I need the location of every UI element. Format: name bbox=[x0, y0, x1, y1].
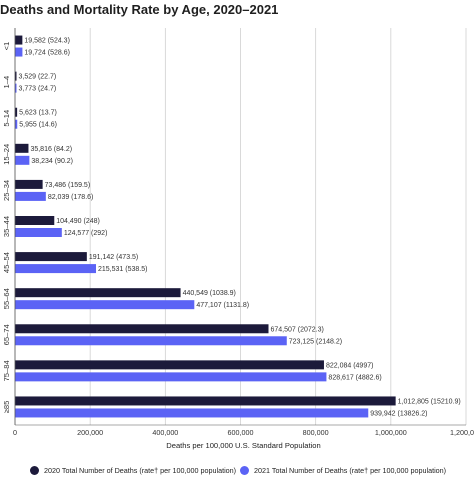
bar-data-label: 38,234 (90.2) bbox=[31, 158, 73, 165]
bar-data-label: 104,490 (248) bbox=[56, 218, 100, 225]
bar-2021 bbox=[15, 264, 97, 274]
bar-data-label: 674,507 (2072.3) bbox=[271, 326, 324, 333]
bar-data-label: 1,012,805 (15210.9) bbox=[398, 398, 461, 405]
bar-2021 bbox=[15, 47, 23, 57]
bar-data-label: 477,107 (1131.8) bbox=[196, 302, 249, 309]
category-label: 15–24 bbox=[2, 144, 11, 165]
bar-2020 bbox=[15, 252, 87, 262]
bar-2020 bbox=[15, 216, 55, 225]
legend-label-2020: 2020 Total Number of Deaths (rate† per 1… bbox=[44, 466, 237, 475]
bar-2021 bbox=[15, 408, 369, 418]
category-label: 45–54 bbox=[2, 252, 11, 273]
bar-2020 bbox=[15, 71, 17, 81]
bar-data-label: 124,577 (292) bbox=[64, 230, 108, 237]
chart-title: Deaths and Mortality Rate by Age, 2020–2… bbox=[0, 2, 279, 17]
x-tick-label: 0 bbox=[13, 428, 17, 437]
bar-2021 bbox=[15, 83, 17, 93]
legend-item-2020: 2020 Total Number of Deaths (rate† per 1… bbox=[30, 466, 236, 475]
bar-2021 bbox=[15, 119, 18, 129]
category-label: 35–44 bbox=[2, 216, 11, 237]
bar-data-label: 35,816 (84.2) bbox=[30, 146, 72, 153]
legend-item-2021: 2021 Total Number of Deaths (rate† per 1… bbox=[240, 466, 446, 475]
x-axis-title: Deaths per 100,000 U.S. Standard Populat… bbox=[166, 441, 321, 450]
bar-2021 bbox=[15, 300, 195, 310]
bar-data-label: 19,724 (528.6) bbox=[24, 50, 70, 57]
bar-2020 bbox=[15, 288, 181, 298]
bar-2020 bbox=[15, 179, 43, 189]
x-tick-label: 800,000 bbox=[303, 428, 329, 437]
bar-2021 bbox=[15, 336, 287, 346]
bar-data-label: 440,549 (1038.9) bbox=[183, 290, 236, 297]
bar-2020 bbox=[15, 143, 29, 153]
legend-swatch-2021 bbox=[240, 466, 249, 475]
bar-data-label: 191,142 (473.5) bbox=[89, 254, 138, 261]
category-label: 25–34 bbox=[2, 180, 11, 201]
bar-data-label: 3,529 (22.7) bbox=[19, 74, 57, 81]
bar-data-label: 828,617 (4882.6) bbox=[328, 374, 381, 381]
category-label: 55–64 bbox=[2, 288, 11, 309]
bar-2021 bbox=[15, 228, 62, 237]
bar-data-label: 939,942 (13826.2) bbox=[370, 410, 427, 417]
bar-data-label: 19,582 (524.3) bbox=[24, 38, 70, 45]
x-tick-label: 1,200,000 bbox=[450, 428, 474, 437]
bar-2020 bbox=[15, 396, 396, 406]
x-tick-label: 400,000 bbox=[152, 428, 178, 437]
chart-legend: 2020 Total Number of Deaths (rate† per 1… bbox=[0, 466, 474, 482]
bar-data-label: 73,486 (159.5) bbox=[45, 182, 91, 189]
bar-data-label: 3,773 (24.7) bbox=[19, 86, 57, 93]
x-tick-label: 600,000 bbox=[228, 428, 254, 437]
bar-2020 bbox=[15, 107, 18, 117]
bar-data-label: 5,955 (14.6) bbox=[19, 122, 57, 129]
bar-chart: 0 200,000 400,000 600,000 800,000 1,000,000 1,… bbox=[2, 28, 474, 450]
bar-2021 bbox=[15, 191, 46, 201]
bar-2020 bbox=[15, 360, 324, 370]
x-tick-label: 200,000 bbox=[77, 428, 103, 437]
category-label: <1 bbox=[2, 42, 11, 51]
bar-data-label: 822,084 (4997) bbox=[326, 362, 373, 369]
bar-2021 bbox=[15, 372, 327, 382]
category-label: 75–84 bbox=[2, 360, 11, 381]
bar-2021 bbox=[15, 155, 30, 165]
bar-data-label: 5,623 (13.7) bbox=[19, 110, 57, 117]
x-tick-label: 1,000,000 bbox=[375, 428, 407, 437]
category-label: 5–14 bbox=[2, 110, 11, 127]
category-label: 65–74 bbox=[2, 324, 11, 345]
bar-data-label: 82,039 (178.6) bbox=[48, 194, 94, 201]
bar-data-label: 723,125 (2148.2) bbox=[289, 338, 342, 345]
bar-2020 bbox=[15, 324, 269, 334]
bar-2020 bbox=[15, 35, 23, 45]
category-label: 1–4 bbox=[2, 76, 11, 89]
bar-data-label: 215,531 (538.5) bbox=[98, 266, 147, 273]
legend-label-2021: 2021 Total Number of Deaths (rate† per 1… bbox=[254, 466, 447, 475]
legend-swatch-2020 bbox=[30, 466, 39, 475]
category-label: ≥85 bbox=[2, 401, 11, 414]
